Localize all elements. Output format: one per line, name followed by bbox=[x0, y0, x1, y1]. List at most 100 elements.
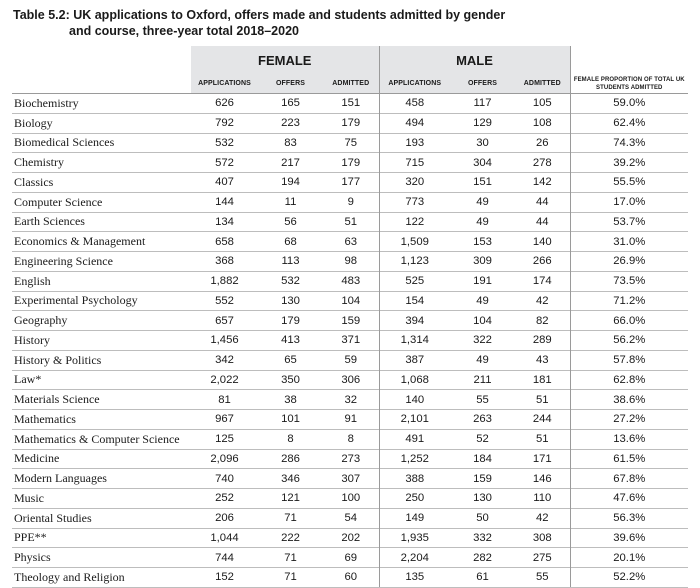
male-applications-cell: 1,509 bbox=[378, 231, 450, 252]
male-applications-cell: 491 bbox=[378, 428, 450, 449]
course-cell: History & Politics bbox=[12, 349, 191, 370]
female-applications-cell: 572 bbox=[191, 152, 258, 173]
female-offers-cell: 217 bbox=[258, 152, 323, 173]
male-admitted-cell: 146 bbox=[515, 468, 571, 489]
table-row: Biology 792 223 179 494 129 108 62.4% bbox=[12, 112, 689, 133]
female-admitted-cell: 371 bbox=[323, 330, 379, 351]
course-cell: Medicine bbox=[12, 448, 191, 469]
male-admitted-cell: 51 bbox=[515, 428, 571, 449]
male-applications-header: APPLICATIONS bbox=[378, 74, 450, 94]
female-proportion-cell: 73.5% bbox=[569, 270, 689, 291]
course-cell: English bbox=[12, 270, 191, 291]
male-offers-cell: 61 bbox=[450, 567, 515, 588]
male-admitted-cell: 42 bbox=[515, 507, 571, 528]
table-row: Mathematics & Computer Science 125 8 8 491 52… bbox=[12, 428, 689, 449]
female-proportion-cell: 39.2% bbox=[569, 152, 689, 173]
female-applications-cell: 134 bbox=[191, 211, 258, 232]
female-admitted-cell: 98 bbox=[323, 251, 379, 272]
male-applications-cell: 388 bbox=[378, 468, 450, 489]
female-admitted-cell: 177 bbox=[323, 172, 379, 193]
male-applications-cell: 2,101 bbox=[378, 409, 450, 430]
male-admitted-cell: 308 bbox=[515, 527, 571, 548]
male-offers-cell: 49 bbox=[450, 211, 515, 232]
female-admitted-cell: 179 bbox=[323, 112, 379, 133]
female-applications-cell: 1,882 bbox=[191, 270, 258, 291]
female-proportion-cell: 74.3% bbox=[569, 132, 689, 153]
male-offers-cell: 309 bbox=[450, 251, 515, 272]
female-offers-cell: 71 bbox=[258, 567, 323, 588]
female-admitted-cell: 51 bbox=[323, 211, 379, 232]
title-line-1: Table 5.2: UK applications to Oxford, of… bbox=[13, 8, 506, 22]
female-applications-cell: 792 bbox=[191, 112, 258, 133]
female-proportion-cell: 47.6% bbox=[569, 488, 689, 509]
female-offers-cell: 130 bbox=[258, 290, 323, 311]
female-applications-cell: 740 bbox=[191, 468, 258, 489]
female-offers-cell: 121 bbox=[258, 488, 323, 509]
course-cell: PPE** bbox=[12, 527, 191, 548]
female-admitted-cell: 75 bbox=[323, 132, 379, 153]
female-admitted-cell: 63 bbox=[323, 231, 379, 252]
course-cell: Chemistry bbox=[12, 152, 191, 173]
table-row: Mathematics 967 101 91 2,101 263 244 27.2% bbox=[12, 409, 689, 430]
course-cell: Experimental Psychology bbox=[12, 290, 191, 311]
table-row: Physics 744 71 69 2,204 282 275 20.1% bbox=[12, 547, 689, 568]
female-offers-cell: 38 bbox=[258, 389, 323, 410]
course-cell: Mathematics bbox=[12, 409, 191, 430]
course-cell: Music bbox=[12, 488, 191, 509]
female-applications-cell: 657 bbox=[191, 310, 258, 331]
female-offers-cell: 223 bbox=[258, 112, 323, 133]
course-cell: Engineering Science bbox=[12, 251, 191, 272]
male-offers-cell: 130 bbox=[450, 488, 515, 509]
document-page: Table 5.2: UK applications to Oxford, of… bbox=[12, 8, 689, 588]
female-proportion-cell: 13.6% bbox=[569, 428, 689, 449]
course-cell: Economics & Management bbox=[12, 231, 191, 252]
male-offers-cell: 151 bbox=[450, 172, 515, 193]
table-row: Geography 657 179 159 394 104 82 66.0% bbox=[12, 310, 689, 331]
course-cell: Earth Sciences bbox=[12, 211, 191, 232]
course-cell: Materials Science bbox=[12, 389, 191, 410]
male-applications-cell: 140 bbox=[378, 389, 450, 410]
male-offers-cell: 30 bbox=[450, 132, 515, 153]
course-cell: Oriental Studies bbox=[12, 507, 191, 528]
table-row: Engineering Science 368 113 98 1,123 309 266 26… bbox=[12, 251, 689, 272]
course-cell: Biomedical Sciences bbox=[12, 132, 191, 153]
title-line-2: and course, three-year total 2018–2020 bbox=[69, 24, 299, 38]
female-applications-cell: 1,044 bbox=[191, 527, 258, 548]
table-row: Law* 2,022 350 306 1,068 211 181 62.8% bbox=[12, 369, 689, 390]
male-offers-cell: 211 bbox=[450, 369, 515, 390]
male-offers-cell: 52 bbox=[450, 428, 515, 449]
male-offers-cell: 129 bbox=[450, 112, 515, 133]
female-proportion-cell: 39.6% bbox=[569, 527, 689, 548]
male-offers-header: OFFERS bbox=[450, 74, 515, 94]
female-admitted-cell: 307 bbox=[323, 468, 379, 489]
table-row: Biochemistry 626 165 151 458 117 105 59.0% bbox=[12, 93, 689, 114]
course-cell: Modern Languages bbox=[12, 468, 191, 489]
male-admitted-cell: 142 bbox=[515, 172, 571, 193]
female-proportion-cell: 31.0% bbox=[569, 231, 689, 252]
female-admitted-cell: 179 bbox=[323, 152, 379, 173]
female-applications-cell: 81 bbox=[191, 389, 258, 410]
table-row: History & Politics 342 65 59 387 49 43 57.8% bbox=[12, 349, 689, 370]
male-applications-cell: 320 bbox=[378, 172, 450, 193]
female-applications-cell: 658 bbox=[191, 231, 258, 252]
male-applications-cell: 773 bbox=[378, 191, 450, 212]
group-header-row: FEMALE MALE bbox=[12, 46, 689, 74]
male-offers-cell: 50 bbox=[450, 507, 515, 528]
female-offers-cell: 71 bbox=[258, 507, 323, 528]
female-offers-header: OFFERS bbox=[258, 74, 323, 94]
female-admitted-cell: 32 bbox=[323, 389, 379, 410]
male-admitted-cell: 140 bbox=[515, 231, 571, 252]
female-offers-cell: 350 bbox=[258, 369, 323, 390]
female-admitted-cell: 9 bbox=[323, 191, 379, 212]
course-cell: Physics bbox=[12, 547, 191, 568]
table-row: Earth Sciences 134 56 51 122 49 44 53.7% bbox=[12, 211, 689, 232]
female-admitted-cell: 306 bbox=[323, 369, 379, 390]
female-applications-cell: 342 bbox=[191, 349, 258, 370]
table-row: Oriental Studies 206 71 54 149 50 42 56.3% bbox=[12, 507, 689, 528]
female-applications-cell: 967 bbox=[191, 409, 258, 430]
male-admitted-cell: 174 bbox=[515, 270, 571, 291]
female-offers-cell: 179 bbox=[258, 310, 323, 331]
table-row: Experimental Psychology 552 130 104 154 49 42 7… bbox=[12, 290, 689, 311]
female-applications-cell: 2,022 bbox=[191, 369, 258, 390]
female-proportion-cell: 61.5% bbox=[569, 448, 689, 469]
